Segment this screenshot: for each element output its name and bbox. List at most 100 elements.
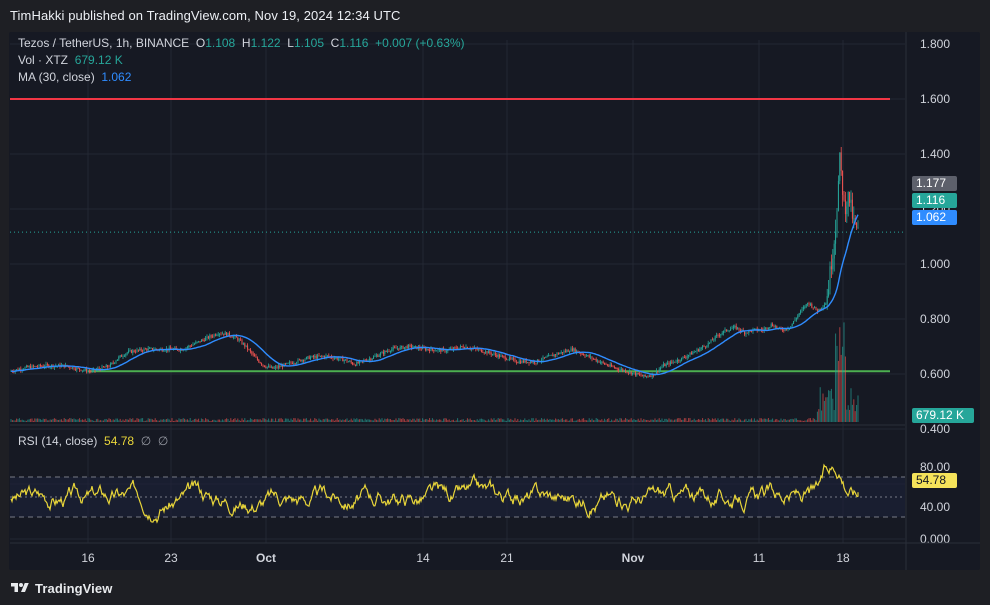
candle-body (310, 357, 312, 359)
y-tick-label: 1.800 (920, 37, 950, 51)
candle-body (738, 327, 740, 330)
candle-body (196, 341, 198, 343)
volume-bar (548, 419, 550, 422)
volume-bar (49, 419, 51, 422)
volume-bar (661, 418, 663, 422)
candle-body (28, 366, 30, 368)
volume-bar (515, 420, 517, 422)
volume-bar (128, 419, 130, 422)
volume-bar (557, 419, 559, 422)
candle-body (703, 346, 705, 348)
candle-body (797, 315, 799, 319)
volume-bar (284, 418, 286, 422)
low-value: 1.105 (293, 36, 324, 50)
volume-bar (395, 418, 397, 422)
volume-bar (606, 418, 608, 422)
volume-bar (468, 419, 470, 422)
volume-bar (567, 420, 569, 422)
volume-bar (508, 419, 510, 422)
volume-bar (634, 420, 636, 422)
candle-body (464, 347, 466, 349)
volume-bar (780, 418, 782, 422)
candle-body (312, 355, 314, 358)
volume-bar (16, 418, 18, 422)
candle-body (830, 266, 832, 270)
volume-bar (294, 418, 296, 422)
volume-bar (311, 420, 313, 422)
candle-body (479, 349, 481, 351)
candle-body (688, 354, 690, 357)
volume-bar (543, 418, 545, 422)
volume-bar (700, 420, 702, 422)
volume-bar (641, 420, 643, 422)
volume-bar (154, 418, 156, 422)
volume-bar (310, 418, 312, 422)
candle-body (650, 376, 652, 377)
candle-body (81, 370, 83, 372)
volume-bar (30, 418, 32, 422)
volume-label[interactable]: Vol · XTZ (18, 53, 69, 67)
x-tick-label: 14 (416, 551, 430, 565)
volume-bar (123, 420, 125, 422)
candle-body (485, 351, 487, 353)
ma-label[interactable]: MA (30, close) (18, 70, 95, 84)
volume-bar (440, 419, 442, 422)
candle-body (562, 352, 564, 353)
volume-bar (546, 418, 548, 422)
candle-body (846, 206, 848, 215)
candle-body (486, 351, 488, 354)
volume-bar (374, 418, 376, 422)
candle-body (597, 360, 599, 362)
candle-body (217, 334, 219, 336)
volume-bar (689, 418, 691, 422)
volume-bar (503, 419, 505, 422)
candle-body (41, 366, 43, 368)
candle-body (627, 372, 629, 374)
volume-bar (534, 420, 536, 422)
volume-bar (605, 420, 607, 422)
volume-bar (382, 420, 384, 422)
volume-bar (734, 418, 736, 422)
candle-body (266, 366, 268, 368)
candle-body (69, 366, 71, 368)
candle-body (542, 357, 544, 361)
symbol-label[interactable]: Tezos / TetherUS, 1h, BINANCE (18, 36, 190, 50)
volume-bar (829, 390, 831, 422)
candle-body (188, 345, 190, 348)
candle-body (321, 355, 323, 357)
candle-body (591, 356, 593, 359)
volume-bar (511, 419, 513, 422)
y-tick-label: 0.800 (920, 312, 950, 326)
volume-bar (402, 418, 404, 422)
candle-body (338, 358, 340, 360)
candle-body (637, 372, 639, 375)
volume-bar (549, 419, 551, 422)
candle-body (39, 364, 41, 367)
candle-body (359, 360, 361, 364)
volume-bar (459, 419, 461, 422)
volume-bar (625, 418, 627, 422)
volume-bar (308, 420, 310, 422)
volume-bar (800, 420, 802, 422)
volume-bar (755, 420, 757, 422)
candle-body (207, 336, 209, 339)
volume-bar (158, 420, 160, 422)
candle-body (671, 361, 673, 363)
candle-body (289, 362, 291, 364)
candle-body (170, 347, 172, 350)
candle-body (370, 358, 372, 360)
volume-bar (787, 419, 789, 422)
volume-bar (640, 418, 642, 422)
volume-bar (471, 420, 473, 422)
candle-body (496, 354, 498, 357)
rsi-label[interactable]: RSI (14, close) (18, 434, 98, 448)
volume-bar (623, 419, 625, 422)
volume-bar (422, 418, 424, 422)
candle-body (514, 358, 516, 362)
volume-bar (182, 418, 184, 422)
volume-bar (587, 420, 589, 422)
volume-bar (853, 399, 855, 422)
candle-body (566, 350, 568, 352)
tradingview-logo-icon (11, 583, 29, 592)
